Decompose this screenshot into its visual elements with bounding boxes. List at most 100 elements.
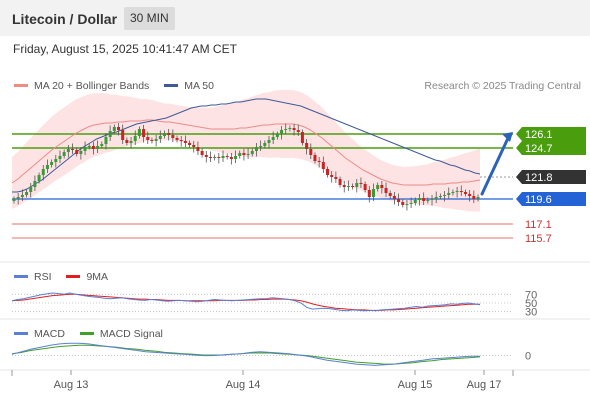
candle-body (409, 203, 413, 204)
candle-body (246, 154, 250, 155)
candle-body (162, 133, 166, 136)
candle-body (129, 141, 133, 143)
candle-body (100, 144, 104, 146)
price-tag-box (516, 141, 586, 155)
rsi-9ma-line (11, 293, 480, 311)
candle-body (213, 157, 217, 158)
candle-body (351, 186, 355, 187)
candle-body (45, 165, 49, 169)
candle-body (376, 185, 380, 189)
macd-line (11, 342, 480, 366)
candle-body (96, 146, 100, 149)
x-tick-label: Aug 17 (467, 379, 502, 391)
candle-body (41, 169, 45, 175)
candle-body (229, 157, 233, 159)
candle-body (292, 128, 296, 130)
price-tag-label: 115.7 (525, 233, 552, 245)
candle-body (121, 130, 125, 140)
candle-body (363, 184, 367, 190)
candle-body (468, 194, 472, 196)
candle-body (342, 185, 346, 187)
candle-body (455, 191, 459, 192)
bollinger-band (12, 90, 480, 212)
candle-body (25, 192, 29, 195)
candle-body (87, 146, 91, 147)
header-bar: Litecoin / Dollar 30 MIN (0, 0, 590, 36)
candle-body (12, 199, 16, 201)
rsi-line (11, 292, 481, 312)
candle-body (472, 196, 476, 199)
candles (12, 123, 480, 211)
candle-body (71, 149, 75, 150)
candle-body (62, 152, 66, 156)
x-tick-label: Aug 14 (226, 379, 261, 391)
timestamp: Friday, August 15, 2025 10:41:47 AM CET (13, 42, 237, 56)
candle-body (108, 131, 112, 137)
rsi-tick-label: 50 (525, 298, 537, 310)
candle-body (321, 162, 325, 169)
candle-body (459, 191, 463, 192)
candle-body (367, 190, 371, 197)
candle-body (238, 153, 242, 156)
candle-body (405, 204, 409, 205)
legend-macd-signal: MACD Signal (79, 328, 163, 340)
candle-body (296, 130, 300, 132)
candle-body (16, 197, 20, 199)
candle-body (313, 155, 317, 161)
price-tag-label: 124.7 (525, 143, 553, 155)
legend-rsi-9ma: 9MA (66, 271, 108, 283)
candle-body (208, 157, 212, 158)
macd-tick-label: 0 (525, 351, 531, 363)
candle-body (146, 137, 150, 140)
candle-body (234, 156, 238, 159)
ma50-line (12, 98, 481, 193)
candle-body (309, 149, 313, 155)
macd-signal-line (11, 344, 481, 365)
candle-body (388, 193, 392, 196)
candle-body (434, 197, 438, 199)
candle-body (463, 192, 467, 194)
candle-body (259, 146, 263, 147)
candle-body (83, 147, 87, 151)
legend-rsi: RSI (14, 271, 52, 283)
candle-body (338, 179, 342, 185)
candle-body (112, 127, 116, 131)
candle-body (380, 185, 384, 188)
interval-button[interactable]: 30 MIN (124, 7, 175, 30)
rsi-tick-label: 30 (525, 307, 537, 319)
candle-body (330, 175, 334, 177)
candle-body (263, 143, 267, 146)
candle-body (137, 129, 141, 136)
candle-body (422, 198, 426, 201)
candle-body (384, 188, 388, 193)
candle-body (288, 128, 292, 129)
copyright-text: Research © 2025 Trading Central (424, 80, 581, 92)
legend-swatch (14, 331, 28, 335)
forecast-arrow-head (502, 132, 513, 142)
candle-body (104, 137, 108, 144)
candle-body (417, 198, 421, 200)
legend-swatch (79, 331, 94, 335)
price-tag-121.8: 121.8 (516, 170, 586, 184)
candle-body (125, 140, 129, 143)
candle-body (242, 153, 246, 155)
candle-body (217, 157, 221, 158)
candle-body (254, 147, 258, 151)
legend-swatch (66, 274, 81, 278)
candle-body (91, 146, 95, 149)
ma20-line (11, 119, 481, 186)
legend-swatch (14, 274, 28, 278)
candle-body (447, 193, 451, 195)
candle-body (167, 133, 171, 135)
x-tick-label: Aug 13 (54, 379, 89, 391)
candle-body (150, 140, 154, 141)
candle-body (392, 196, 396, 199)
candle-body (50, 162, 54, 165)
candle-body (426, 200, 430, 201)
candle-body (284, 129, 288, 130)
candle-body (476, 197, 480, 199)
candle-body (37, 175, 41, 181)
candle-body (225, 156, 229, 157)
candle-body (183, 141, 187, 143)
